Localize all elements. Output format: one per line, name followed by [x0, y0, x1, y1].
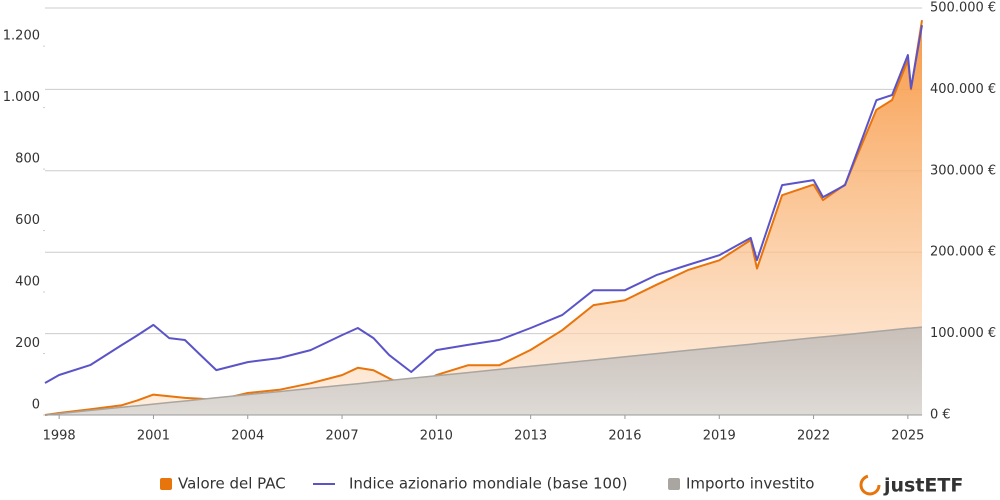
line — [44, 25, 923, 384]
y2-tick-label: 400.000 € — [930, 82, 996, 97]
y-tick-label: 600 — [15, 213, 40, 228]
x-tick-label: 2004 — [231, 429, 264, 444]
line — [44, 326, 923, 416]
x-tick-label: 2007 — [326, 429, 359, 444]
y2-tick-label: 300.000 € — [930, 163, 996, 178]
y-tick-label: 1.200 — [3, 29, 40, 44]
legend-label: Importo investito — [686, 475, 814, 493]
x-tick-label: 2016 — [608, 429, 641, 444]
y-tick-label: 400 — [15, 275, 40, 290]
x-tick-label: 2019 — [703, 429, 736, 444]
y-tick-label: 800 — [15, 152, 40, 167]
y-tick-label: 200 — [15, 336, 40, 351]
y-tick-label: 0 — [32, 398, 40, 413]
legend-label: Indice azionario mondiale (base 100) — [349, 475, 627, 493]
x-tick-label: 1998 — [43, 429, 76, 444]
x-tick-label: 2010 — [420, 429, 453, 444]
x-tick-label: 2013 — [514, 429, 547, 444]
logo-text: justETF — [883, 475, 963, 497]
area — [45, 20, 922, 415]
y2-tick-label: 100.000 € — [930, 326, 996, 341]
x-tick-label: 2001 — [137, 429, 170, 444]
legend-label: Valore del PAC — [178, 475, 286, 493]
y2-tick-label: 200.000 € — [930, 245, 996, 260]
x-tick-label: 2022 — [797, 429, 830, 444]
y-tick-label: 1.000 — [3, 90, 40, 105]
y2-tick-label: 500.000 € — [930, 1, 996, 16]
y2-tick-label: 0 € — [930, 408, 951, 423]
legend-swatch — [160, 478, 172, 490]
legend-swatch — [668, 478, 680, 490]
x-tick-label: 2025 — [891, 429, 924, 444]
line — [44, 20, 923, 416]
logo: justETF — [859, 474, 963, 497]
